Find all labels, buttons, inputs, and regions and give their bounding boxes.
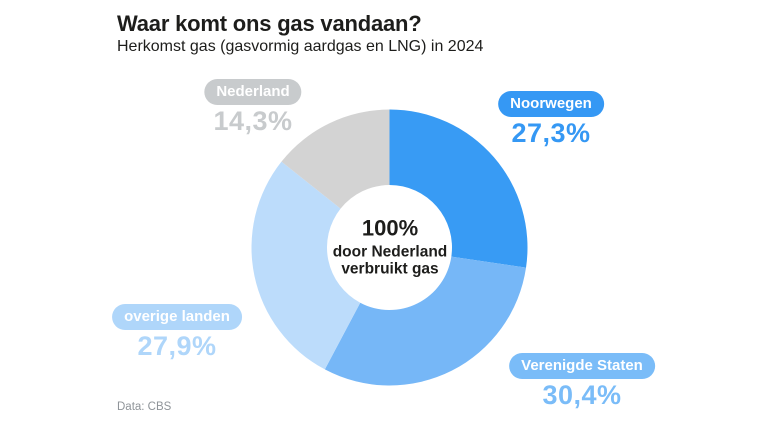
donut-center-label: 100% door Nederland verbruikt gas [325,215,455,278]
label-overige-landen: overige landen 27,9% [112,304,242,362]
center-line-3: verbruikt gas [341,260,439,278]
donut-slice-1 [324,256,527,386]
center-total: 100% [361,215,419,241]
chart-subtitle: Herkomst gas (gasvormig aardgas en LNG) … [117,38,484,55]
pill-nederland: Nederland [204,79,302,105]
value-nederland: 14,3% [213,106,293,136]
chart-title: Waar komt ons gas vandaan? [117,11,422,36]
value-verenigde-staten: 30,4% [542,380,622,410]
value-noorwegen: 27,3% [511,118,591,148]
label-nederland: Nederland 14,3% [204,79,302,137]
value-overige-landen: 27,9% [137,331,217,361]
donut-slice-0 [389,109,528,268]
donut-chart [251,109,528,386]
label-verenigde-staten: Verenigde Staten 30,4% [509,353,655,411]
donut-slice-2 [251,161,361,370]
donut-chart-container [251,109,528,386]
pill-noorwegen: Noorwegen [498,91,604,117]
data-source: Data: CBS [117,401,172,413]
label-noorwegen: Noorwegen 27,3% [498,91,604,149]
center-line-2: door Nederland [332,242,448,260]
pill-verenigde-staten: Verenigde Staten [509,353,655,379]
pill-overige-landen: overige landen [112,304,242,330]
donut-slice-3 [281,109,390,209]
